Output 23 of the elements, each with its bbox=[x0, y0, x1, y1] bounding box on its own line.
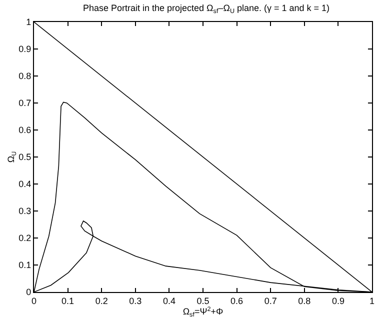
x-tick-label: 1 bbox=[369, 296, 375, 306]
y-tick-label: 0.1 bbox=[18, 260, 32, 270]
y-tick-label: 0.7 bbox=[18, 98, 32, 108]
y-tick-label: 0.2 bbox=[18, 233, 32, 244]
x-tick-label: 0.7 bbox=[264, 296, 277, 306]
x-tick-label: 0.4 bbox=[162, 296, 176, 306]
y-tick-label: 0 bbox=[26, 287, 32, 298]
y-tick-label: 0.9 bbox=[18, 44, 32, 54]
x-tick-label: 0.1 bbox=[62, 296, 74, 306]
x-tick-label: 0.3 bbox=[129, 296, 142, 306]
y-tick-label: 0.5 bbox=[18, 152, 32, 162]
x-tick-label: 0.6 bbox=[230, 296, 244, 306]
y-tick-label: 0.6 bbox=[18, 125, 32, 136]
y-tick-label: 0.3 bbox=[18, 206, 32, 216]
x-axis-title: Ω$_{sf}$=Ψ$^{2}$+Φ bbox=[182, 306, 224, 318]
x-tick-label: 0.2 bbox=[95, 296, 108, 306]
chart-title: Phase Portrait in the projected Ω$_{sf}$–Ω$_{U}$ plane. (γ = 1 and k = 1) bbox=[82, 3, 330, 16]
x-tick-label: 0.8 bbox=[298, 296, 311, 306]
y-tick-label: 0.8 bbox=[18, 71, 32, 82]
x-tick-label: 0.5 bbox=[196, 296, 210, 306]
x-tick-label: 0.9 bbox=[332, 296, 344, 306]
y-tick-label: 0.4 bbox=[18, 179, 32, 190]
y-tick-label: 1 bbox=[26, 17, 32, 28]
